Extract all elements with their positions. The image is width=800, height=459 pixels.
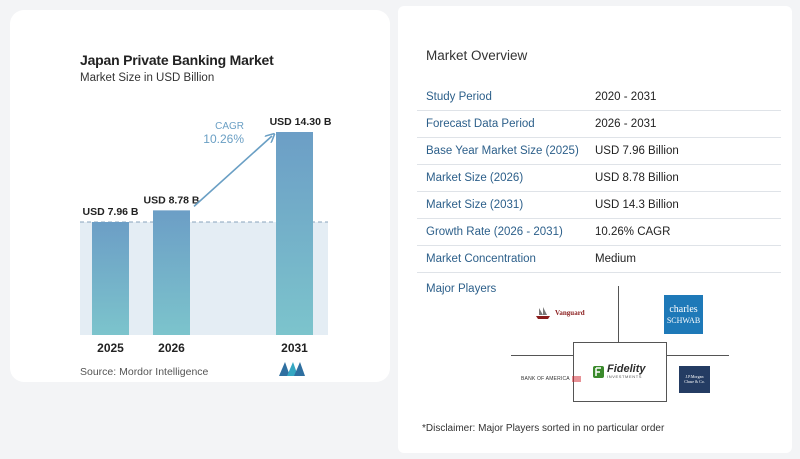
value-label-2025: USD 7.96 B [82,206,138,218]
overview-row: Base Year Market Size (2025) USD 7.96 Bil… [417,138,781,165]
overview-card [398,6,792,453]
grid-line [618,286,619,342]
grid-line [666,342,667,402]
overview-row: Market Concentration Medium [417,246,781,273]
fidelity-mark-icon [593,365,604,378]
category-label-2026: 2026 [158,341,185,355]
row-label: Market Size (2026) [426,172,524,184]
schwab-text-top: charles [669,303,698,315]
mordor-logo-icon [279,362,305,376]
row-value: USD 8.78 Billion [595,172,679,184]
bar-chart: USD 7.96 B 2025 USD 8.78 B 2026 USD 14.30 B 2… [80,116,332,355]
jpm-text-bottom: Chase & Co. [684,378,705,384]
row-label: Forecast Data Period [426,118,535,130]
row-label: Market Size (2031) [426,199,524,211]
overview-table: Study Period 2020 - 2031 Forecast Data Pe… [417,84,781,273]
bofa-text: BANK OF AMERICA [521,376,570,382]
chart-title: Japan Private Banking Market [80,52,274,68]
bar-2026 [153,210,190,335]
row-label: Market Concentration [426,253,536,265]
schwab-text-bottom: SCHWAB [666,315,701,325]
value-label-2026: USD 8.78 B [143,194,199,206]
value-label-2031: USD 14.30 B [270,116,332,128]
row-value: 2020 - 2031 [595,91,657,103]
chart-subtitle: Market Size in USD Billion [80,72,215,84]
overview-title: Market Overview [426,48,528,63]
fidelity-logo: Fidelity INVESTMENTS [593,364,646,379]
grid-line [511,355,573,356]
grid-line [573,342,574,402]
grid-line [573,342,666,343]
row-label: Growth Rate (2026 - 2031) [426,226,563,238]
vanguard-text: Vanguard [555,309,585,317]
row-label: Base Year Market Size (2025) [426,145,579,157]
category-label-2025: 2025 [97,341,124,355]
jpmorgan-logo: J.P.Morgan Chase & Co. [679,366,710,393]
row-label: Study Period [426,91,492,103]
row-value: USD 14.3 Billion [595,199,679,211]
category-label-2031: 2031 [281,341,308,355]
schwab-logo: charles SCHWAB [664,295,703,334]
vanguard-logo: Vanguard [534,306,585,320]
bofa-flag-icon [571,376,581,382]
row-value: Medium [595,253,636,265]
overview-row: Market Size (2026) USD 8.78 Billion [417,165,781,192]
major-players-title: Major Players [426,283,497,295]
disclaimer-text: *Disclaimer: Major Players sorted in no … [422,423,665,434]
fidelity-subtext: INVESTMENTS [607,374,643,379]
bank-of-america-logo: BANK OF AMERICA [521,376,581,382]
grid-line [666,355,729,356]
bar-2025 [92,222,129,335]
overview-row: Market Size (2031) USD 14.3 Billion [417,192,781,219]
row-value: USD 7.96 Billion [595,145,679,157]
overview-row: Study Period 2020 - 2031 [417,84,781,111]
overview-row: Forecast Data Period 2026 - 2031 [417,111,781,138]
source-text: Source: Mordor Intelligence [80,366,209,378]
row-value: 2026 - 2031 [595,118,657,130]
bar-2031 [276,132,313,335]
ship-icon [536,307,550,319]
row-value: 10.26% CAGR [595,226,671,238]
fidelity-text: Fidelity [607,363,646,375]
cagr-label: CAGR [215,121,244,132]
grid-line [573,401,667,402]
cagr-value: 10.26% [203,132,244,146]
jpm-text-top: J.P.Morgan [685,374,704,380]
cagr-arrow [193,136,272,207]
overview-row: Growth Rate (2026 - 2031) 10.26% CAGR [417,219,781,246]
